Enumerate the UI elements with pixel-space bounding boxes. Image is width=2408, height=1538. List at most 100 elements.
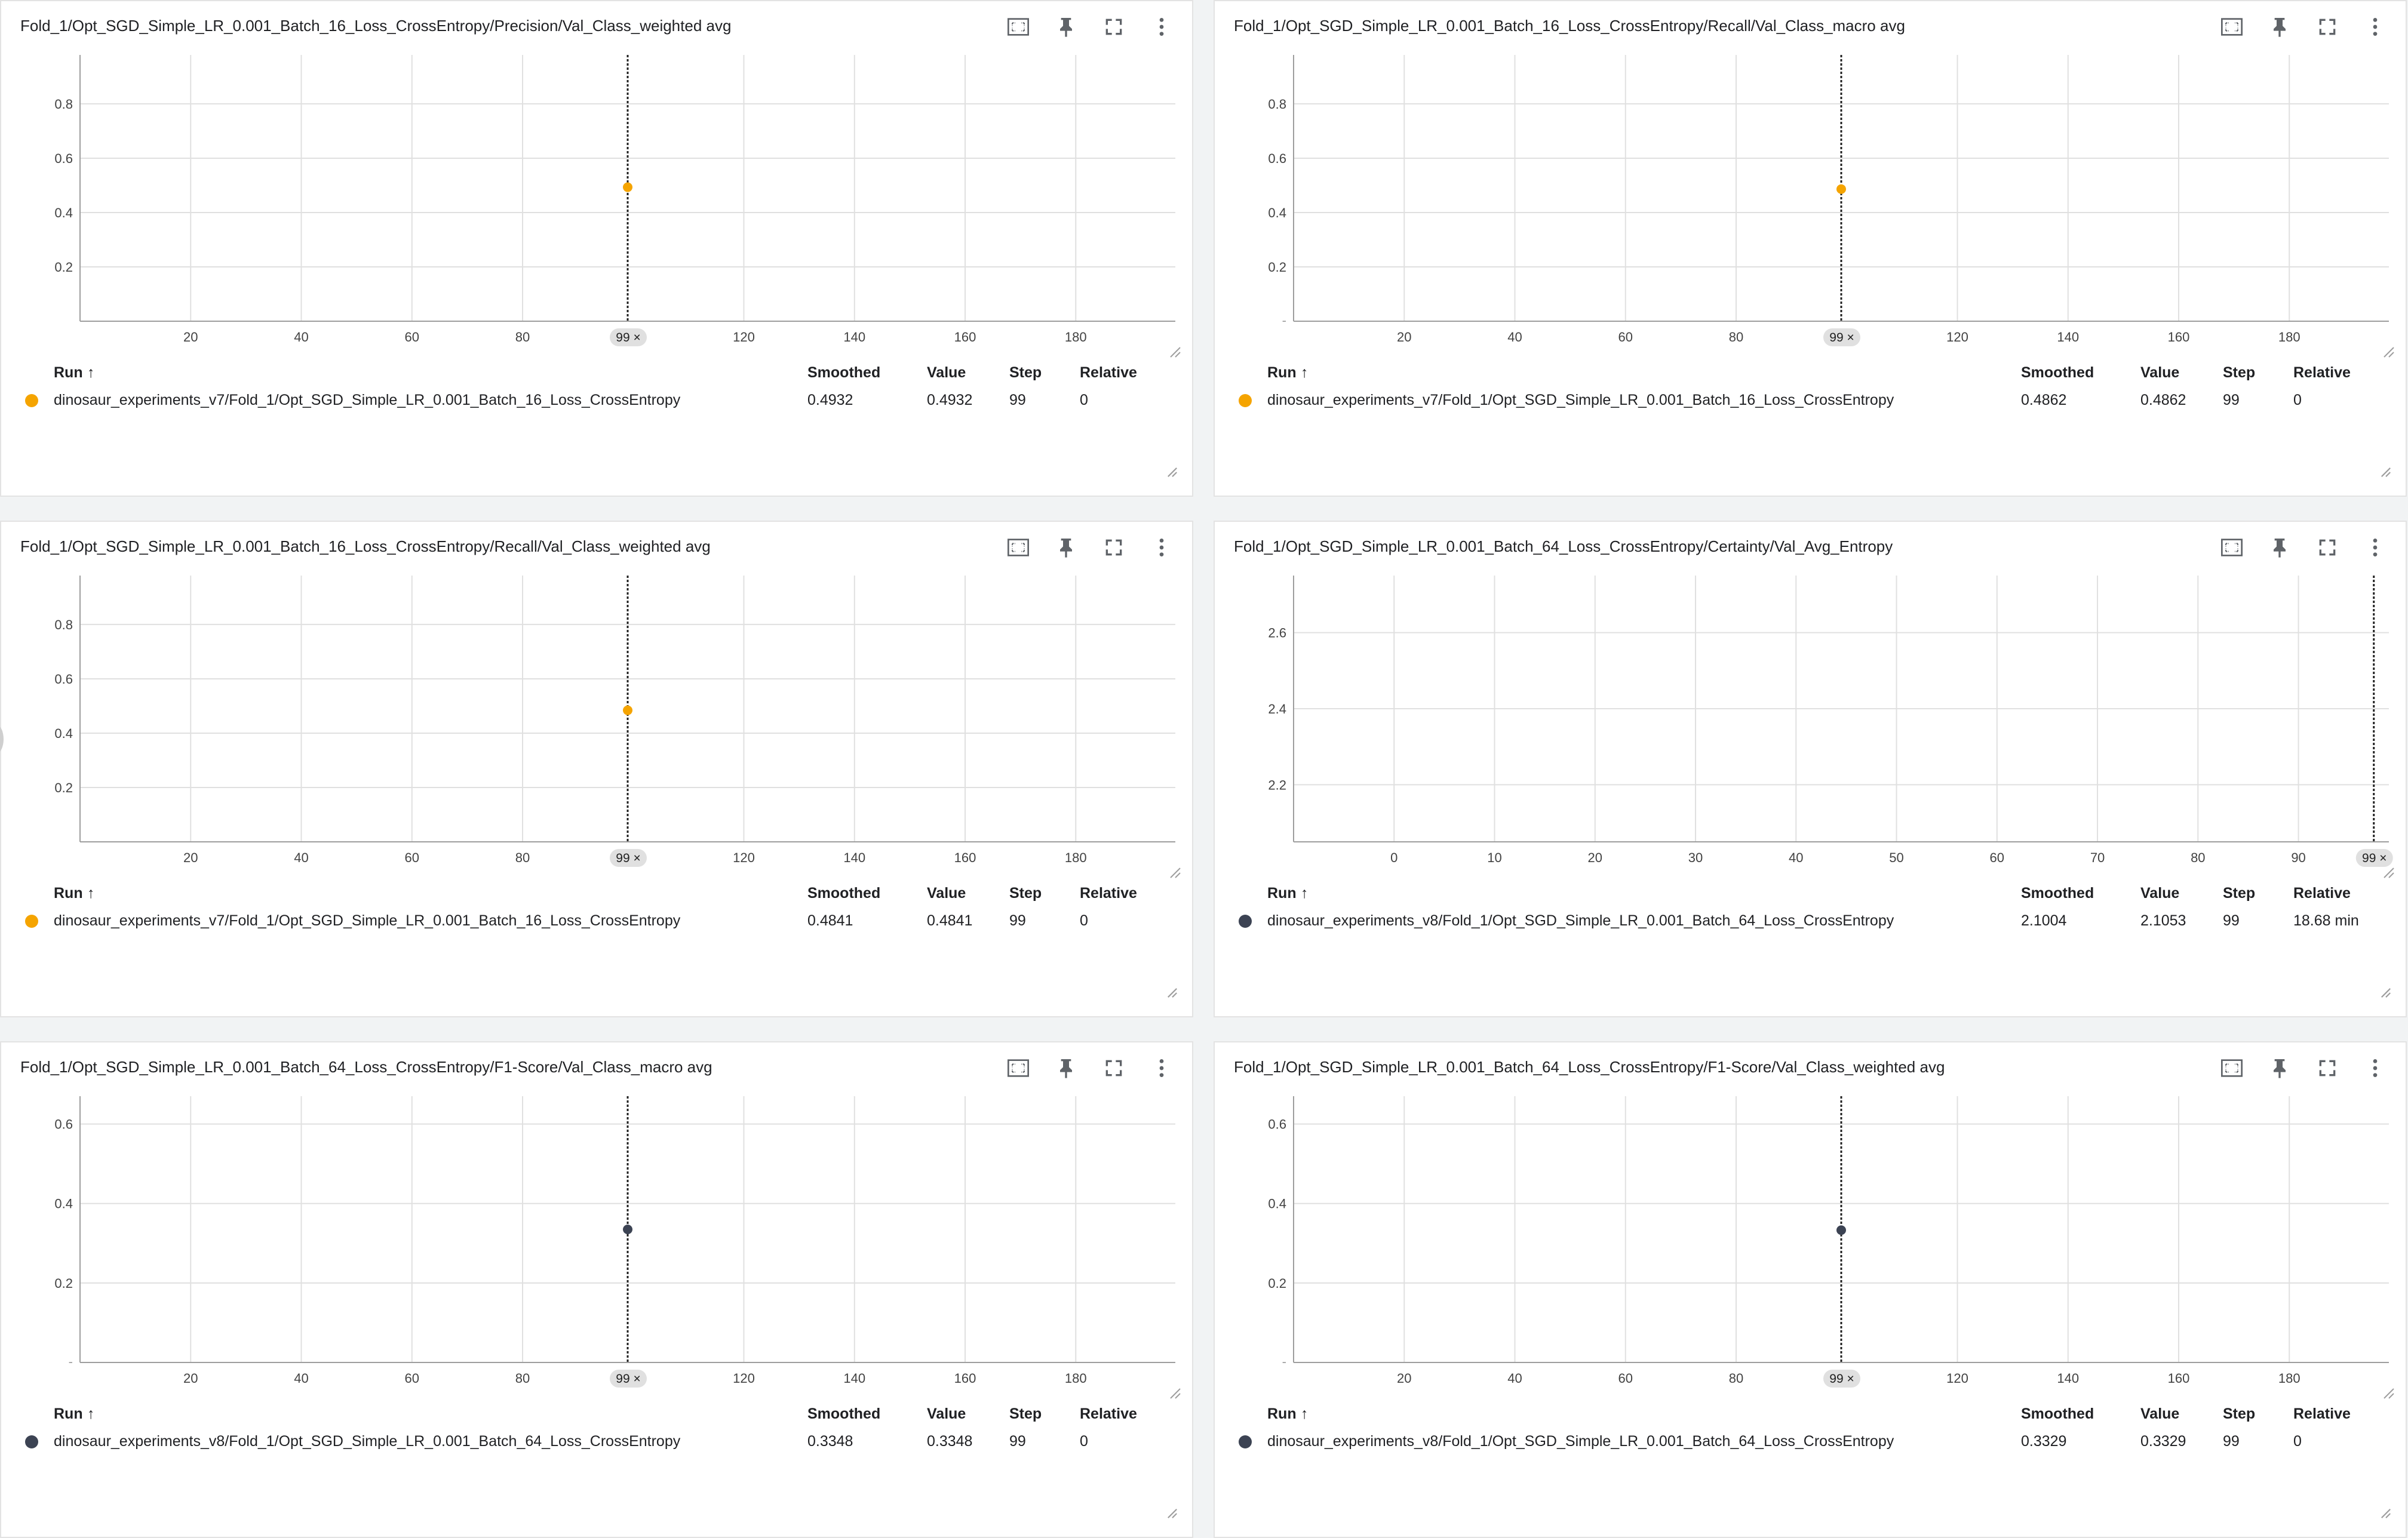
fit-domain-button[interactable]	[2216, 1053, 2248, 1083]
more-options-button[interactable]	[1145, 533, 1178, 562]
more-options-button[interactable]	[1145, 12, 1178, 42]
more-options-button[interactable]	[1145, 1053, 1178, 1083]
run-color-dot	[25, 1435, 38, 1448]
col-header-relative[interactable]: Relative	[1080, 1405, 1137, 1422]
x-tick-label: 20	[183, 330, 198, 344]
sort-arrow-icon[interactable]: ↑	[87, 885, 95, 902]
chart-plot[interactable]: 0.2 0.4 0.6 - 20 40 60 80 120 140 160 180 99 ×	[1, 1090, 1194, 1401]
sort-arrow-icon[interactable]: ↑	[87, 1405, 95, 1422]
plot-resize-handle	[1170, 1388, 1181, 1399]
col-header-run[interactable]: Run	[1267, 364, 1297, 381]
col-header-relative[interactable]: Relative	[2293, 364, 2351, 381]
fullscreen-button[interactable]	[1098, 533, 1130, 562]
sort-arrow-icon[interactable]: ↑	[87, 364, 95, 381]
chart-plot[interactable]: 0.2 0.4 0.6 0.8 - 20 40 60 80 120 140 160 180 99 ×	[1215, 49, 2408, 359]
col-header-run[interactable]: Run	[54, 364, 83, 381]
fullscreen-button[interactable]	[1098, 12, 1130, 42]
fullscreen-icon	[2319, 19, 2336, 35]
col-header-step[interactable]: Step	[2223, 885, 2256, 902]
col-header-value[interactable]: Value	[927, 885, 966, 902]
col-header-relative[interactable]: Relative	[1080, 364, 1137, 381]
x-tick-label: 70	[2090, 850, 2105, 865]
pin-button[interactable]	[2263, 533, 2296, 562]
col-header-run[interactable]: Run	[54, 1405, 83, 1422]
card-resize-handle[interactable]	[2381, 988, 2391, 998]
fit-domain-button[interactable]	[1002, 12, 1034, 42]
x-tick-label: 60	[405, 850, 419, 865]
col-header-relative[interactable]: Relative	[2293, 885, 2351, 902]
pin-button[interactable]	[2263, 12, 2296, 42]
col-header-value[interactable]: Value	[927, 1405, 966, 1422]
fullscreen-button[interactable]	[1098, 1053, 1130, 1083]
chart-plot[interactable]: 2.2 2.4 2.6 0 10 20 30 40 50 60 70 80 90 99 ×	[1215, 570, 2408, 880]
step-cursor-chip	[610, 328, 647, 346]
col-header-step[interactable]: Step	[2223, 364, 2256, 381]
col-header-step[interactable]: Step	[1009, 1405, 1042, 1422]
col-header-relative[interactable]: Relative	[1080, 885, 1137, 902]
col-header-smoothed[interactable]: Smoothed	[2021, 885, 2094, 902]
fit-domain-button[interactable]	[2216, 12, 2248, 42]
scalar-card: Fold_1/Opt_SGD_Simple_LR_0.001_Batch_64_…	[0, 1041, 1193, 1538]
card-resize-handle[interactable]	[1167, 1508, 1178, 1519]
data-point	[1836, 184, 1846, 194]
col-header-value[interactable]: Value	[2140, 364, 2180, 381]
chart-plot[interactable]: 0.2 0.4 0.6 0.8 20 40 60 80 120 140 160 180 99 ×	[1, 49, 1194, 359]
col-header-smoothed[interactable]: Smoothed	[807, 885, 881, 902]
x-tick-label: 60	[1990, 850, 2004, 865]
sort-arrow-icon[interactable]: ↑	[1301, 364, 1309, 381]
data-point	[623, 1225, 632, 1235]
col-header-smoothed[interactable]: Smoothed	[2021, 364, 2094, 381]
fullscreen-button[interactable]	[2311, 533, 2344, 562]
sidebar-toggle-handle[interactable]	[0, 725, 4, 753]
card-resize-handle[interactable]	[1167, 988, 1178, 998]
more-vert-icon	[1159, 539, 1164, 556]
pin-button[interactable]	[1050, 1053, 1082, 1083]
col-header-relative[interactable]: Relative	[2293, 1405, 2351, 1422]
col-header-smoothed[interactable]: Smoothed	[807, 1405, 881, 1422]
col-header-smoothed[interactable]: Smoothed	[2021, 1405, 2094, 1422]
y-tick-label: 0.2	[54, 780, 73, 795]
col-header-run[interactable]: Run	[1267, 1405, 1297, 1422]
fit-domain-button[interactable]	[1002, 1053, 1034, 1083]
card-title: Fold_1/Opt_SGD_Simple_LR_0.001_Batch_16_…	[1234, 17, 1905, 35]
sort-arrow-icon[interactable]: ↑	[1301, 885, 1309, 902]
more-options-button[interactable]	[2359, 533, 2391, 562]
col-header-smoothed[interactable]: Smoothed	[807, 364, 881, 381]
x-tick-label: 90	[2291, 850, 2305, 865]
col-header-run[interactable]: Run	[54, 885, 83, 902]
sort-arrow-icon[interactable]: ↑	[1301, 1405, 1309, 1422]
x-tick-label: 160	[954, 1371, 976, 1386]
fullscreen-button[interactable]	[2311, 1053, 2344, 1083]
x-tick-label: 80	[1729, 1371, 1743, 1386]
col-header-step[interactable]: Step	[2223, 1405, 2256, 1422]
y-tick-label: 2.4	[1268, 702, 1286, 716]
x-tick-label: 180	[1065, 1371, 1087, 1386]
step-value: 99	[1009, 1433, 1026, 1450]
col-header-value[interactable]: Value	[927, 364, 966, 381]
fit-domain-button[interactable]	[2216, 533, 2248, 562]
chart-plot[interactable]: 0.2 0.4 0.6 - 20 40 60 80 120 140 160 180 99 ×	[1215, 1090, 2408, 1401]
plot-resize-handle	[2384, 347, 2394, 358]
card-resize-handle[interactable]	[1167, 467, 1178, 478]
col-header-run[interactable]: Run	[1267, 885, 1297, 902]
more-options-button[interactable]	[2359, 1053, 2391, 1083]
card-resize-handle[interactable]	[2381, 467, 2391, 478]
col-header-value[interactable]: Value	[2140, 1405, 2180, 1422]
col-header-value[interactable]: Value	[2140, 885, 2180, 902]
y-tick-label: 0.6	[54, 151, 73, 166]
card-title: Fold_1/Opt_SGD_Simple_LR_0.001_Batch_64_…	[20, 1058, 712, 1076]
x-tick-label: 180	[1065, 850, 1087, 865]
pin-button[interactable]	[2263, 1053, 2296, 1083]
col-header-step[interactable]: Step	[1009, 885, 1042, 902]
fullscreen-button[interactable]	[2311, 12, 2344, 42]
fit-domain-button[interactable]	[1002, 533, 1034, 562]
fit-domain-icon	[1008, 18, 1029, 36]
col-header-step[interactable]: Step	[1009, 364, 1042, 381]
card-title: Fold_1/Opt_SGD_Simple_LR_0.001_Batch_64_…	[1234, 537, 1893, 555]
more-options-button[interactable]	[2359, 12, 2391, 42]
pin-button[interactable]	[1050, 12, 1082, 42]
card-resize-handle[interactable]	[2381, 1508, 2391, 1519]
step-cursor-label: 99 ×	[1829, 1372, 1854, 1386]
pin-button[interactable]	[1050, 533, 1082, 562]
chart-plot[interactable]: 0.2 0.4 0.6 0.8 20 40 60 80 120 140 160 180 99 ×	[1, 570, 1194, 880]
